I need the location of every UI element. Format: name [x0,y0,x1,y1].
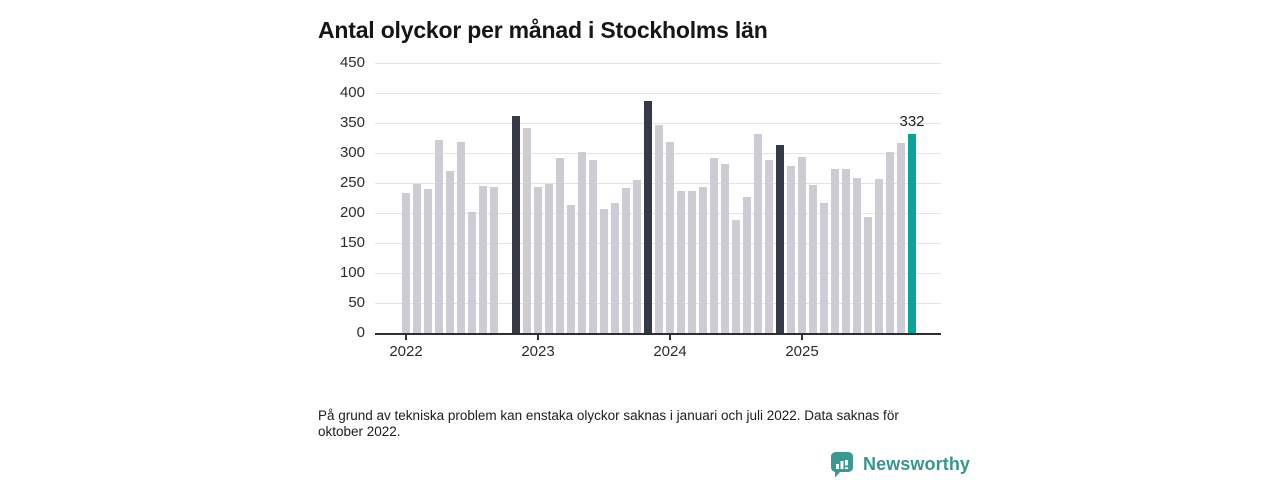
bar-2023-03 [556,158,564,333]
bar-2025-10 [897,143,905,333]
bar-2023-08 [611,203,619,333]
y-tick-label-0: 0 [356,324,365,341]
y-tick-label-100: 100 [339,264,365,281]
bar-2025-07 [864,217,872,333]
footnote: På grund av tekniska problem kan enstaka… [318,407,899,440]
y-axis-labels: 0 50 100 150 200 250 300 350 400 450 [300,54,365,348]
bar-2023-06 [589,160,597,333]
newsworthy-logo: Newsworthy [830,451,970,478]
x-tick-label-2024: 2024 [653,343,687,360]
bar-2024-02 [677,191,685,333]
x-tick-2024 [669,335,671,340]
y-tick-label-350: 350 [339,114,365,131]
bar-2022-02 [413,184,421,333]
x-tick-label-2022: 2022 [389,343,423,360]
x-axis-line [375,333,941,335]
y-tick-label-50: 50 [348,294,365,311]
bar-2023-02 [545,184,553,333]
bar-2025-06 [853,178,861,333]
bar-2022-12 [523,128,531,333]
bar-2024-04 [699,187,707,333]
bar-2024-01 [666,142,674,333]
bar-2024-12 [787,166,795,333]
x-tick-2023 [537,335,539,340]
y-tick-label-150: 150 [339,234,365,251]
bar-2022-08 [479,186,487,333]
bar-2022-01 [402,193,410,333]
bar-2025-05 [842,169,850,333]
page-title: Antal olyckor per månad i Stockholms län [318,17,768,44]
plot-area: 332 2022 2023 2024 2025 [375,62,941,360]
bar-2022-04 [435,140,443,333]
bar-2024-06 [721,164,729,333]
gridline-400 [375,92,941,94]
bar-2024-08 [743,197,751,333]
bar-2024-09 [754,134,762,333]
bar-2024-03 [688,191,696,333]
bar-2022-07 [468,212,476,333]
bar-2023-04 [567,205,575,333]
y-tick-label-300: 300 [339,144,365,161]
bar-2023-10 [633,180,641,333]
bar-2025-02 [809,185,817,333]
gridline-450 [375,62,941,64]
gridline-350 [375,122,941,124]
bar-2024-11 [776,145,784,333]
bar-2023-12 [655,125,663,333]
x-tick-label-2023: 2023 [521,343,555,360]
bar-2025-09 [886,152,894,333]
bar-2023-07 [600,209,608,333]
bar-2024-07 [732,220,740,333]
y-tick-label-200: 200 [339,204,365,221]
bar-2025-11 [908,134,916,333]
bar-2022-11 [512,116,520,333]
bar-2022-09 [490,187,498,333]
x-tick-2022 [405,335,407,340]
x-tick-2025 [801,335,803,340]
bar-2024-05 [710,158,718,333]
newsworthy-logo-text: Newsworthy [863,454,971,474]
bar-2025-03 [820,203,828,333]
bar-2023-05 [578,152,586,333]
y-tick-label-400: 400 [339,84,365,101]
y-tick-label-250: 250 [339,174,365,191]
bar-2023-09 [622,188,630,333]
bar-2023-01 [534,187,542,333]
bar-2025-04 [831,169,839,333]
bar-2022-03 [424,189,432,333]
bar-2023-11 [644,101,652,333]
bar-2022-06 [457,142,465,333]
latest-value-label: 332 [899,113,925,130]
bar-2025-01 [798,157,806,333]
x-tick-label-2025: 2025 [785,343,819,360]
y-tick-label-450: 450 [339,54,365,71]
bar-2025-08 [875,179,883,333]
bar-2022-05 [446,171,454,333]
bar-2024-10 [765,160,773,333]
newsworthy-speech-bubble-chart-icon [830,451,855,478]
